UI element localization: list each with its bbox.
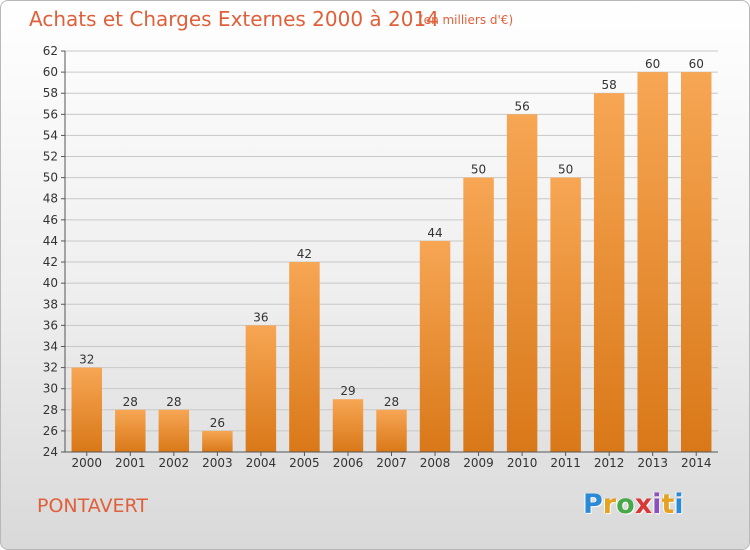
y-tick-label: 56	[43, 107, 58, 121]
y-tick-label: 36	[43, 318, 58, 332]
x-tick-label-2008: 2008	[420, 456, 451, 470]
bar-2010[interactable]	[506, 114, 538, 452]
y-tick-label: 52	[43, 150, 58, 164]
data-label-2003: 26	[210, 416, 225, 430]
x-tick-label-2001: 2001	[115, 456, 146, 470]
y-tick-label: 50	[43, 171, 58, 185]
x-tick-label-2012: 2012	[594, 456, 625, 470]
y-tick-label: 28	[43, 403, 58, 417]
bar-layer: 32 28 28 26 36 42 29 28 44 50 56 50 58 60 60	[71, 57, 712, 453]
x-tick-label-2010: 2010	[507, 456, 538, 470]
y-tick-label: 62	[43, 44, 58, 58]
x-tick-label-2009: 2009	[463, 456, 494, 470]
data-label-2011: 50	[558, 163, 573, 177]
y-tick-label: 54	[43, 128, 58, 142]
y-tick-label: 44	[43, 234, 58, 248]
logo-letter: x	[634, 489, 653, 520]
data-label-2010: 56	[514, 99, 529, 113]
bar-2006[interactable]	[332, 399, 364, 452]
x-tick-label-2000: 2000	[71, 456, 102, 470]
data-label-2014: 60	[689, 57, 704, 71]
proxiti-logo[interactable]: Proxiti	[583, 489, 684, 520]
logo-letter: t	[661, 489, 675, 520]
y-tick-label: 30	[43, 382, 58, 396]
data-label-2013: 60	[645, 57, 660, 71]
logo-letter: r	[602, 489, 617, 520]
x-tick-label-2011: 2011	[550, 456, 581, 470]
x-tick-label-2014: 2014	[681, 456, 712, 470]
x-tick-label-2005: 2005	[289, 456, 320, 470]
x-tick-label-2007: 2007	[376, 456, 407, 470]
data-label-2005: 42	[297, 247, 312, 261]
y-tick-label: 40	[43, 276, 58, 290]
logo-letter: o	[616, 489, 635, 520]
bar-2014[interactable]	[680, 72, 712, 453]
y-tick-label: 32	[43, 361, 58, 375]
data-label-2006: 29	[340, 384, 355, 398]
y-tick-label: 24	[43, 445, 58, 459]
chart-subtitle: (en milliers d'€)	[419, 13, 514, 27]
bar-2002[interactable]	[158, 409, 190, 452]
axis-layer: 24 26 28 30 32 34 36 38 40 42 44 46 48 50 52 54 56 58 60 62…	[43, 44, 718, 470]
bar-2007[interactable]	[376, 409, 407, 452]
x-tick-label-2013: 2013	[637, 456, 668, 470]
data-label-2000: 32	[79, 353, 94, 367]
y-tick-label: 38	[43, 297, 58, 311]
bar-2005[interactable]	[289, 262, 320, 452]
chart-title: Achats et Charges Externes 2000 à 2014	[29, 7, 439, 31]
data-label-2002: 28	[166, 395, 181, 409]
bar-2012[interactable]	[593, 93, 625, 453]
y-tick-label: 26	[43, 424, 58, 438]
data-label-2012: 58	[602, 78, 617, 92]
data-label-2001: 28	[123, 395, 138, 409]
y-tick-label: 34	[43, 339, 58, 353]
x-tick-label-2002: 2002	[159, 456, 190, 470]
logo-letter: P	[583, 489, 603, 520]
bar-2003[interactable]	[202, 430, 233, 452]
x-tick-label-2004: 2004	[246, 456, 277, 470]
x-tick-label-2003: 2003	[202, 456, 233, 470]
data-label-2007: 28	[384, 395, 399, 409]
data-label-2004: 36	[253, 310, 268, 324]
y-tick-label: 60	[43, 65, 58, 79]
bar-2009[interactable]	[463, 177, 494, 452]
commune-name: PONTAVERT	[37, 495, 148, 517]
bar-2001[interactable]	[115, 409, 146, 452]
bar-2004[interactable]	[245, 325, 277, 452]
y-tick-label: 58	[43, 86, 58, 100]
y-tick-label: 48	[43, 192, 58, 206]
logo-letter: i	[652, 489, 662, 520]
bar-2008[interactable]	[419, 240, 451, 452]
bar-2013[interactable]	[637, 72, 668, 453]
data-label-2008: 44	[427, 226, 442, 240]
logo-letter: i	[674, 489, 684, 520]
bar-2000[interactable]	[71, 367, 103, 452]
data-label-2009: 50	[471, 163, 486, 177]
bar-2011[interactable]	[550, 177, 581, 452]
x-tick-label-2006: 2006	[333, 456, 364, 470]
y-tick-label: 46	[43, 213, 58, 227]
y-tick-label: 42	[43, 255, 58, 269]
